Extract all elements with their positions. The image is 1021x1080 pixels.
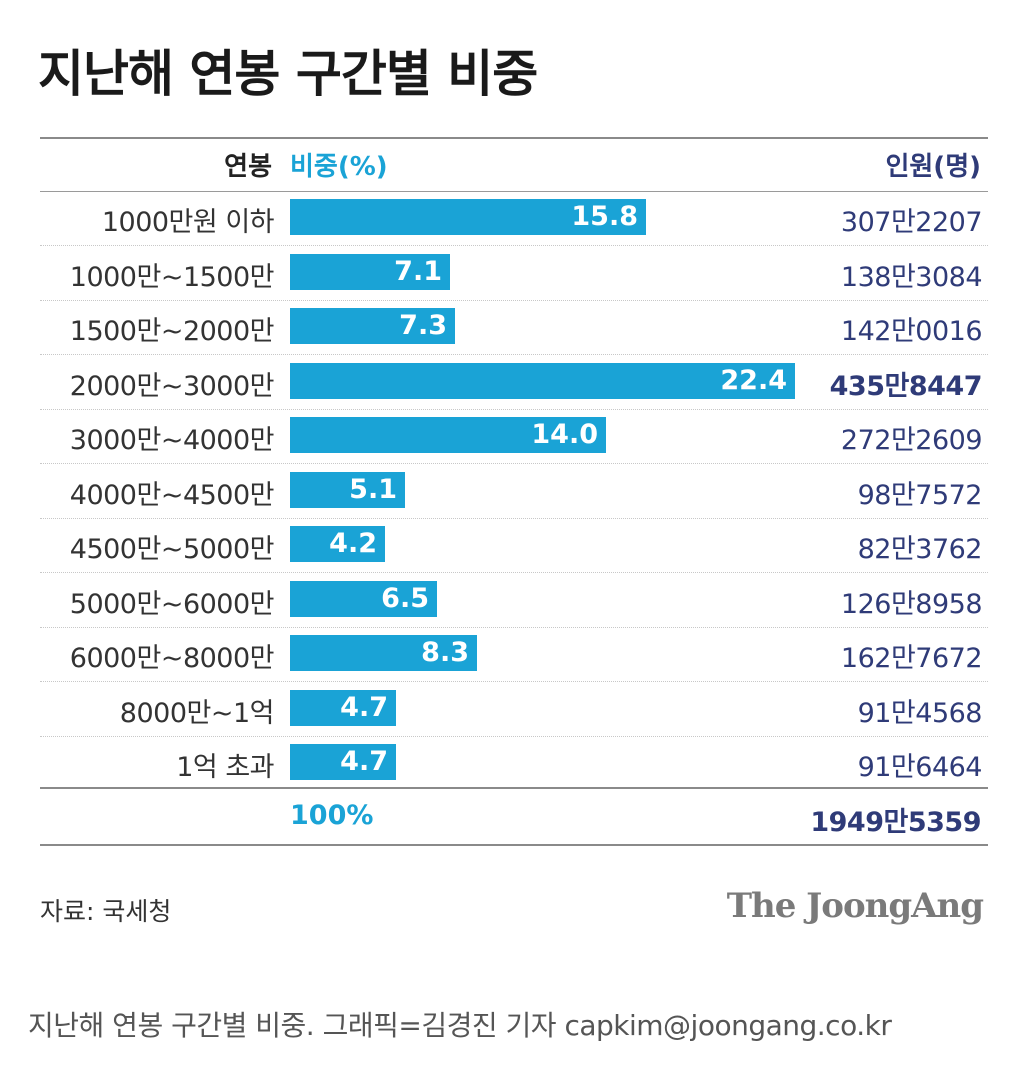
bar: 14.0 — [290, 417, 606, 453]
people-count: 91만4568 — [857, 697, 983, 729]
row-divider — [40, 572, 988, 573]
chart-row: 1500만~2000만 7.3 142만0016 — [40, 301, 988, 355]
bar-value-label: 8.3 — [421, 637, 469, 668]
row-divider — [40, 299, 988, 301]
bar-chart: 1000만원 이하 15.8 307만2207 1000만~1500만 7.1 138만3… — [40, 192, 988, 791]
category-label: 3000만~4000만 — [69, 425, 275, 456]
bar: 4.7 — [290, 744, 396, 780]
category-label: 1000만원 이하 — [101, 207, 275, 238]
people-count: 272만2609 — [840, 425, 983, 456]
bottom-rule — [40, 787, 988, 789]
bar-value-label: 15.8 — [571, 201, 638, 232]
category-label: 1000만~1500만 — [69, 261, 275, 293]
total-rule — [40, 844, 988, 846]
bar: 4.2 — [290, 526, 385, 562]
bar-value-label: 22.4 — [720, 364, 787, 396]
chart-row: 3000만~4000만 14.0 272만2609 — [40, 410, 988, 464]
top-rule — [40, 137, 988, 139]
header-rule — [40, 191, 988, 192]
bar-value-label: 4.7 — [340, 691, 388, 723]
people-count: 142만0016 — [840, 316, 983, 347]
total-percent: 100% — [290, 800, 374, 831]
bar-value-label: 7.3 — [399, 310, 447, 341]
total-count: 1949만5359 — [810, 807, 981, 838]
people-count: 82만3762 — [857, 534, 983, 565]
bar: 7.3 — [290, 308, 455, 344]
bar: 22.4 — [290, 362, 795, 399]
source-note: 자료: 국세청 — [40, 897, 172, 926]
brand-logo: The JoongAng — [726, 886, 984, 926]
image-caption: 지난해 연봉 구간별 비중. 그래픽=김경진 기자 capkim@joongan… — [28, 1009, 892, 1042]
chart-row: 5000만~6000만 6.5 126만8958 — [40, 574, 988, 628]
people-count: 126만8958 — [840, 588, 983, 620]
chart-row: 1000만원 이하 15.8 307만2207 — [40, 192, 988, 246]
header-salary: 연봉 — [224, 152, 272, 182]
row-divider — [40, 408, 988, 410]
people-count: 307만2207 — [840, 207, 983, 238]
chart-row: 1억 초과 4.7 91만6464 — [40, 737, 988, 791]
row-divider — [40, 354, 988, 355]
chart-row: 8000만~1억 4.7 91만4568 — [40, 683, 988, 737]
bar-value-label: 7.1 — [394, 255, 442, 287]
row-divider — [40, 626, 988, 628]
people-count: 138만3084 — [840, 261, 983, 293]
bar: 7.1 — [290, 253, 450, 290]
people-count: 91만6464 — [857, 752, 983, 783]
category-label: 4500만~5000만 — [69, 534, 275, 565]
bar: 5.1 — [290, 471, 405, 508]
category-label: 1500만~2000만 — [69, 316, 275, 347]
bar-value-label: 4.2 — [329, 528, 377, 559]
category-label: 6000만~8000만 — [69, 643, 275, 674]
row-divider — [40, 517, 988, 519]
bar-value-label: 6.5 — [381, 582, 429, 614]
bar-value-label: 5.1 — [349, 473, 397, 505]
header-people: 인원(명) — [885, 152, 981, 182]
chart-row: 1000만~1500만 7.1 138만3084 — [40, 247, 988, 301]
category-label: 4000만~4500만 — [69, 479, 275, 511]
category-label: 2000만~3000만 — [69, 370, 275, 402]
chart-row: 4000만~4500만 5.1 98만7572 — [40, 465, 988, 519]
chart-row: 4500만~5000만 4.2 82만3762 — [40, 519, 988, 573]
bar-value-label: 14.0 — [531, 419, 598, 450]
row-divider — [40, 245, 988, 246]
chart-row: 6000만~8000만 8.3 162만7672 — [40, 628, 988, 682]
chart-row: 2000만~3000만 22.4 435만8447 — [40, 356, 988, 410]
row-divider — [40, 735, 988, 737]
bar: 4.7 — [290, 689, 396, 726]
row-divider — [40, 681, 988, 682]
category-label: 8000만~1억 — [119, 697, 275, 729]
people-count: 98만7572 — [857, 479, 983, 511]
people-count: 435만8447 — [829, 370, 983, 402]
category-label: 1억 초과 — [176, 752, 274, 783]
category-label: 5000만~6000만 — [69, 588, 275, 620]
header-share: 비중(%) — [290, 152, 388, 182]
people-count: 162만7672 — [840, 643, 983, 674]
bar: 15.8 — [290, 199, 646, 235]
bar: 6.5 — [290, 580, 437, 617]
bar: 8.3 — [290, 635, 477, 671]
bar-value-label: 4.7 — [340, 746, 388, 777]
row-divider — [40, 463, 988, 464]
chart-title: 지난해 연봉 구간별 비중 — [38, 45, 538, 103]
